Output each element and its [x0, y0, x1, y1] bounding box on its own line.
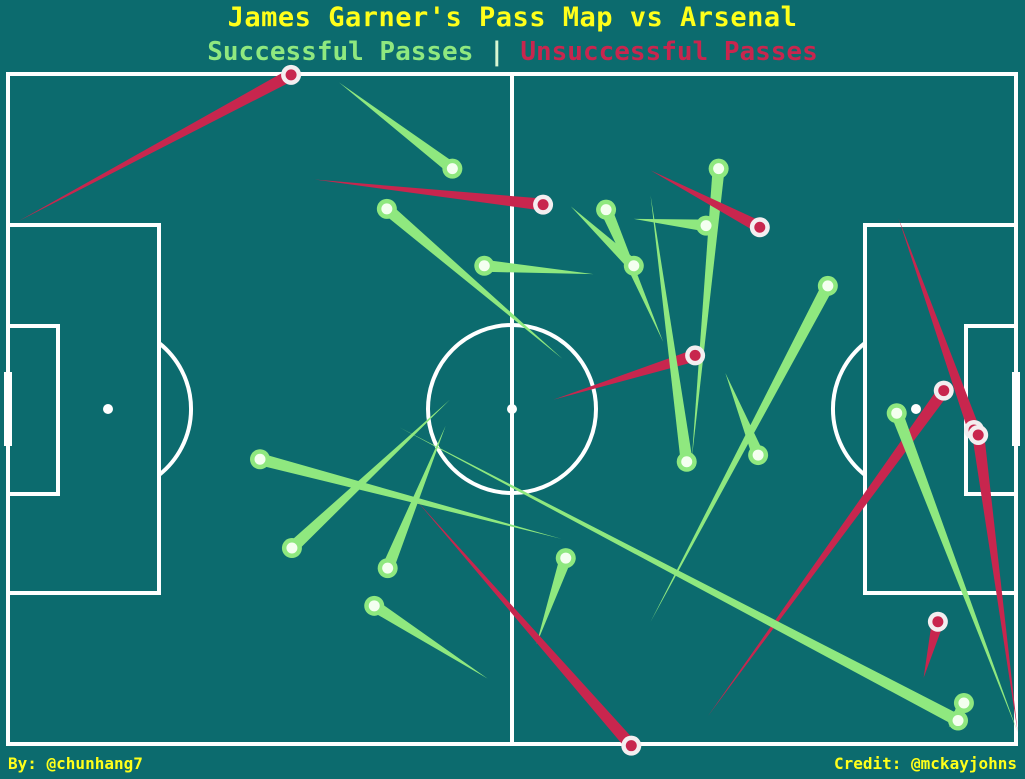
legend: Successful Passes | Unsuccessful Passes	[0, 37, 1025, 67]
successful-pass-origin	[250, 449, 270, 470]
successful-pass-trail	[399, 427, 961, 726]
successful-pass-origin	[555, 548, 576, 569]
successful-pass-trail	[691, 168, 725, 460]
successful-pass-origin	[623, 255, 644, 276]
centre-circle	[426, 323, 598, 495]
unsuccessful-pass-origin	[533, 194, 554, 215]
successful-pass-origin	[281, 538, 302, 559]
legend-unsuccessful-passes: Unsuccessful Passes	[520, 37, 818, 67]
left-penalty-area	[6, 223, 161, 595]
pass-origin-dot	[446, 163, 458, 175]
unsuccessful-pass-origin	[281, 64, 302, 85]
left-penalty-spot	[103, 404, 113, 414]
pitch-spots	[103, 404, 921, 414]
pass-origin-dot	[952, 715, 964, 727]
unsuccessful-pass-trail	[417, 501, 636, 750]
successful-pass-trail	[258, 453, 562, 539]
pass-origin-dot	[972, 429, 984, 441]
successful-pass-trail	[650, 283, 834, 622]
unsuccessful-pass-origin	[621, 735, 642, 756]
pass-origin-dot	[681, 456, 693, 468]
legend-successful-passes: Successful Passes	[207, 37, 474, 67]
unsuccessful-pass-trail	[650, 170, 763, 233]
successful-pass-origin	[377, 558, 398, 579]
successful-pass-origin	[817, 275, 838, 296]
pass-origin-dot	[560, 552, 572, 564]
successful-pass-trail	[382, 204, 563, 359]
pass-origin-dot	[822, 280, 834, 292]
pass-origin-dot	[285, 69, 297, 81]
successful-pass-origin	[953, 692, 974, 713]
successful-pass-trail	[633, 218, 707, 232]
pass-origin-dot	[891, 407, 903, 419]
successful-pass-origin	[474, 255, 495, 276]
unsuccessful-pass-trail	[923, 620, 944, 678]
unsuccessful-pass-trail	[898, 218, 980, 432]
data-credit: Credit: @mckayjohns	[833, 754, 1017, 773]
unsuccessful-pass-origin	[927, 611, 948, 632]
successful-pass-trail	[891, 411, 1018, 733]
pass-origin-dot	[938, 385, 950, 397]
successful-pass-trail	[287, 399, 450, 553]
successful-pass-origin	[676, 451, 697, 472]
passes	[18, 64, 1018, 756]
right-six-yard-box	[964, 324, 1018, 496]
pass-origin-dot	[625, 740, 637, 752]
successful-pass-origin	[376, 198, 397, 219]
legend-separator: |	[489, 37, 505, 67]
successful-pass-origin	[708, 158, 729, 179]
pass-origin-dot	[932, 616, 944, 628]
successful-pass-origin	[696, 215, 717, 236]
successful-pass-origin	[442, 158, 463, 179]
successful-pass-trail	[725, 372, 764, 458]
pass-origin-dot	[628, 260, 640, 272]
pass-origin-dot	[752, 449, 764, 461]
successful-pass-trail	[382, 425, 446, 571]
successful-pass-origin	[596, 199, 617, 220]
successful-pass-origin	[364, 595, 385, 616]
unsuccessful-pass-origin	[933, 380, 954, 401]
successful-pass-origin	[886, 403, 907, 424]
successful-pass-trail	[570, 206, 638, 271]
successful-pass-trail	[483, 259, 594, 275]
pass-origin-dot	[754, 221, 766, 233]
pass-origin-dot	[689, 349, 701, 361]
unsuccessful-pass-trail	[18, 69, 294, 222]
pass-origin-dot	[713, 163, 725, 175]
pass-origin-dot	[700, 220, 712, 232]
pass-origin-dot	[254, 453, 266, 465]
unsuccessful-pass-origin	[685, 345, 706, 366]
unsuccessful-pass-trail	[707, 387, 949, 717]
pass-origin-dot	[286, 542, 298, 554]
unsuccessful-pass-trail	[314, 179, 544, 211]
successful-pass-origin	[748, 445, 769, 466]
pass-origin-dot	[368, 600, 380, 612]
left-penalty-arc	[157, 341, 194, 477]
successful-pass-trail	[370, 600, 488, 679]
pass-origin-dot	[958, 697, 970, 709]
unsuccessful-pass-trail	[553, 349, 697, 400]
author-credit: By: @chunhang7	[8, 754, 143, 773]
pass-origin-dot	[382, 562, 394, 574]
successful-pass-trail	[338, 82, 456, 174]
successful-pass-trail	[536, 556, 572, 645]
pass-origin-dot	[537, 199, 549, 211]
chart-title: James Garner's Pass Map vs Arsenal	[227, 2, 798, 33]
pass-origin-dot	[478, 260, 490, 272]
pass-origin-dot	[600, 204, 612, 216]
pass-origin-dot	[381, 203, 393, 215]
centre-spot	[507, 404, 517, 414]
unsuccessful-pass-origin	[968, 424, 989, 445]
successful-pass-origin	[948, 710, 969, 731]
successful-pass-trail	[650, 195, 693, 463]
right-penalty-arc	[830, 341, 867, 477]
left-six-yard-box	[6, 324, 60, 496]
unsuccessful-pass-trail	[972, 434, 1018, 733]
right-penalty-spot	[911, 404, 921, 414]
unsuccessful-pass-origin	[749, 217, 770, 238]
